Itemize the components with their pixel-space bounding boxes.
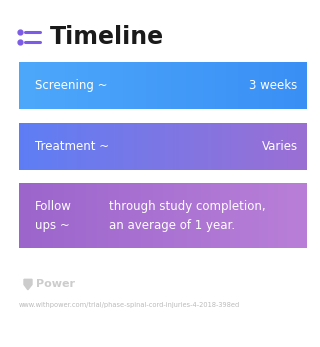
FancyBboxPatch shape (11, 54, 315, 118)
Text: Varies: Varies (261, 140, 298, 153)
Text: 3 weeks: 3 weeks (249, 79, 298, 92)
Text: through study completion,
an average of 1 year.: through study completion, an average of … (109, 200, 265, 232)
Polygon shape (24, 279, 32, 290)
Text: Treatment ~: Treatment ~ (35, 140, 109, 153)
Text: Timeline: Timeline (50, 25, 164, 49)
Text: www.withpower.com/trial/phase-spinal-cord-injuries-4-2018-398ed: www.withpower.com/trial/phase-spinal-cor… (19, 302, 240, 308)
FancyBboxPatch shape (11, 175, 315, 257)
Text: Follow
ups ~: Follow ups ~ (35, 200, 72, 232)
Text: Power: Power (36, 279, 75, 289)
Text: Screening ~: Screening ~ (35, 79, 108, 92)
FancyBboxPatch shape (11, 115, 315, 179)
